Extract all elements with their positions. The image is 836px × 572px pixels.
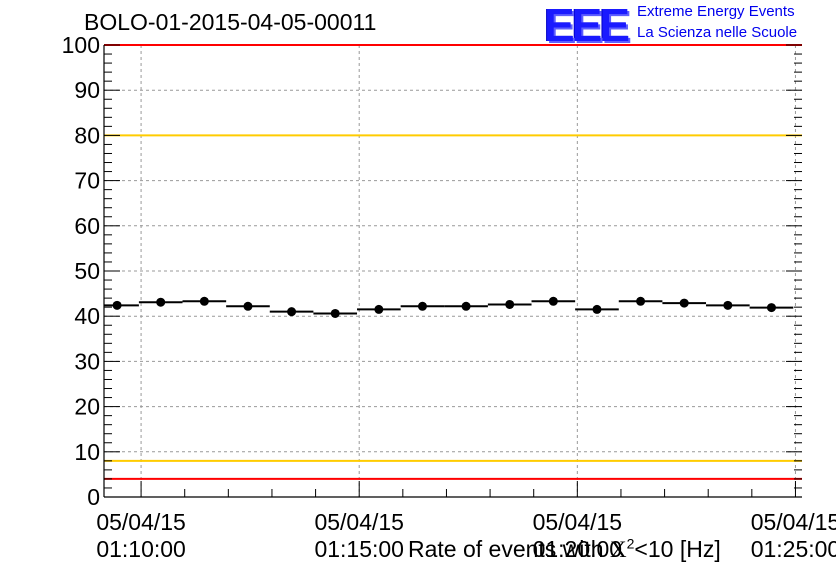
data-point <box>505 299 515 309</box>
chart-title: BOLO-01-2015-04-05-00011 <box>84 9 377 35</box>
x-tick-label-time: 01:20:00 <box>533 536 623 562</box>
x-tick-label-date: 05/04/15 <box>96 509 186 535</box>
data-point <box>723 300 733 310</box>
data-point <box>199 296 209 306</box>
y-tick-label: 0 <box>87 484 100 510</box>
data-point <box>548 296 558 306</box>
eee-logo-line2: La Scienza nelle Scuole <box>637 24 798 41</box>
y-tick-label: 10 <box>74 439 100 465</box>
x-axis-title-superscript: 2 <box>626 535 635 552</box>
eee-logo-line1: Extreme Energy Events <box>637 3 795 20</box>
data-point <box>679 298 689 308</box>
y-tick-label: 30 <box>74 348 100 374</box>
data-point <box>592 304 602 314</box>
data-point <box>330 308 340 318</box>
x-tick-label-date: 05/04/15 <box>751 509 836 535</box>
x-tick-label-time: 01:10:00 <box>96 536 186 562</box>
x-axis-title-symbol: X <box>610 537 627 562</box>
y-tick-label: 90 <box>74 77 100 103</box>
y-tick-label: 60 <box>74 213 100 239</box>
data-point <box>156 297 166 307</box>
x-tick-label-date: 05/04/15 <box>533 509 623 535</box>
y-tick-label: 20 <box>74 394 100 420</box>
data-point <box>374 304 384 314</box>
data-point <box>112 300 122 310</box>
data-point <box>287 307 297 317</box>
y-tick-label: 50 <box>74 258 100 284</box>
data-point <box>636 296 646 306</box>
x-axis-title: Rate of events with X2<10 [Hz] <box>408 536 721 563</box>
x-axis-title-suffix: <10 [Hz] <box>634 536 721 562</box>
data-point <box>766 303 776 313</box>
y-tick-label: 70 <box>74 168 100 194</box>
y-tick-label: 40 <box>74 303 100 329</box>
x-axis-title-prefix: Rate of events with <box>408 536 610 562</box>
x-tick-label-time: 01:15:00 <box>314 536 404 562</box>
y-tick-label: 100 <box>62 32 100 58</box>
eee-logo-mark: EEE <box>544 0 630 51</box>
x-tick-label-date: 05/04/15 <box>314 509 404 535</box>
y-tick-label: 80 <box>74 122 100 148</box>
data-point <box>461 301 471 311</box>
data-point <box>417 301 427 311</box>
x-tick-label-time: 01:25:00 <box>751 536 836 562</box>
data-point <box>243 301 253 311</box>
